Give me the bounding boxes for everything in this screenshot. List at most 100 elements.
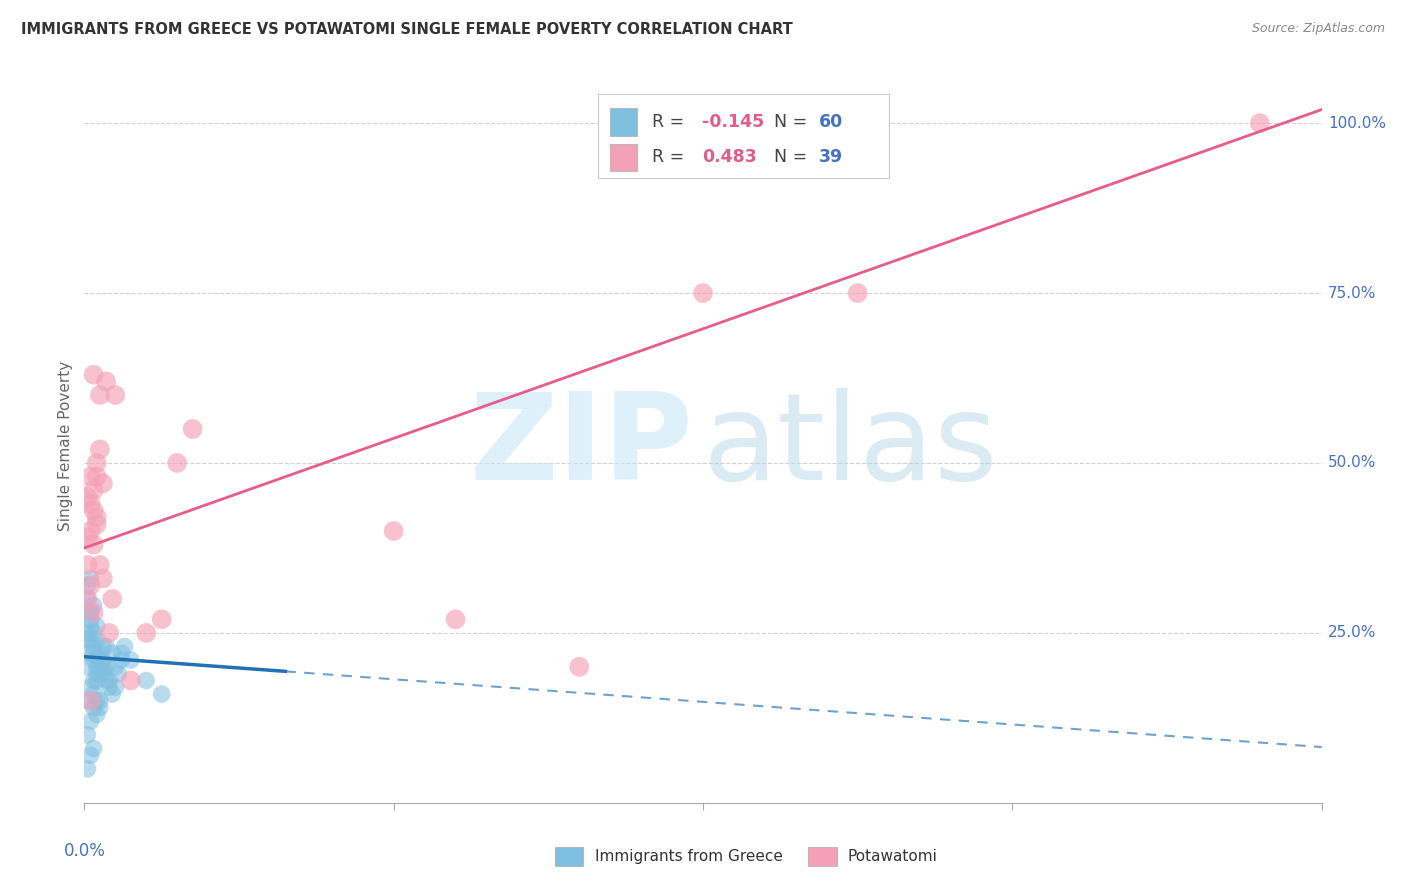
Point — [94, 660, 117, 674]
Point — [83, 626, 105, 640]
Point — [79, 694, 101, 708]
Text: 100.0%: 100.0% — [1327, 116, 1386, 131]
Point — [150, 687, 173, 701]
Point — [76, 632, 98, 647]
Point — [86, 517, 108, 532]
Point — [89, 442, 111, 457]
Point — [79, 748, 101, 763]
Point — [110, 646, 132, 660]
Point — [166, 456, 188, 470]
Point — [104, 660, 127, 674]
Point — [91, 572, 114, 586]
Point — [76, 591, 98, 606]
Point — [104, 680, 127, 694]
Point — [135, 673, 157, 688]
Point — [79, 469, 101, 483]
Point — [76, 490, 98, 504]
Point — [89, 694, 111, 708]
Point — [86, 660, 108, 674]
Text: N =: N = — [773, 148, 813, 166]
Point — [104, 388, 127, 402]
Bar — [610, 144, 637, 171]
Text: 0.0%: 0.0% — [63, 842, 105, 860]
Point — [692, 286, 714, 301]
Point — [86, 673, 108, 688]
Point — [79, 680, 101, 694]
Point — [76, 694, 98, 708]
Point — [98, 626, 121, 640]
Point — [94, 375, 117, 389]
Point — [76, 660, 98, 674]
Text: 0.483: 0.483 — [702, 148, 756, 166]
Point — [76, 558, 98, 572]
Point — [91, 476, 114, 491]
Point — [83, 653, 105, 667]
Point — [89, 660, 111, 674]
Point — [135, 626, 157, 640]
Point — [101, 591, 124, 606]
Point — [83, 537, 105, 551]
Point — [76, 578, 98, 592]
Point — [110, 653, 132, 667]
Point — [98, 673, 121, 688]
Point — [79, 646, 101, 660]
Y-axis label: Single Female Poverty: Single Female Poverty — [58, 361, 73, 531]
Text: 75.0%: 75.0% — [1327, 285, 1376, 301]
Text: 39: 39 — [820, 148, 844, 166]
Point — [89, 700, 111, 714]
Point — [83, 640, 105, 654]
Point — [86, 469, 108, 483]
Text: N =: N = — [773, 113, 813, 131]
Point — [83, 741, 105, 756]
Point — [91, 640, 114, 654]
Point — [83, 673, 105, 688]
Point — [94, 640, 117, 654]
Point — [83, 700, 105, 714]
Point — [83, 606, 105, 620]
Text: R =: R = — [652, 148, 696, 166]
Point — [86, 456, 108, 470]
Point — [79, 572, 101, 586]
FancyBboxPatch shape — [598, 95, 889, 178]
Point — [86, 694, 108, 708]
Point — [120, 673, 142, 688]
Point — [846, 286, 869, 301]
Text: ZIP: ZIP — [470, 387, 693, 505]
Point — [107, 666, 129, 681]
Text: IMMIGRANTS FROM GREECE VS POTAWATOMI SINGLE FEMALE POVERTY CORRELATION CHART: IMMIGRANTS FROM GREECE VS POTAWATOMI SIN… — [21, 22, 793, 37]
Point — [101, 646, 124, 660]
Point — [86, 619, 108, 633]
Point — [86, 510, 108, 524]
Point — [79, 524, 101, 538]
Point — [76, 531, 98, 545]
Point — [83, 687, 105, 701]
Point — [79, 632, 101, 647]
Point — [86, 632, 108, 647]
Point — [79, 606, 101, 620]
Text: 60: 60 — [820, 113, 844, 131]
Point — [86, 707, 108, 722]
Point — [89, 388, 111, 402]
Point — [630, 116, 652, 130]
Point — [79, 612, 101, 626]
Point — [83, 503, 105, 517]
Bar — [610, 109, 637, 136]
Point — [83, 646, 105, 660]
Point — [79, 714, 101, 729]
Point — [79, 578, 101, 592]
Point — [76, 728, 98, 742]
Point — [91, 653, 114, 667]
Text: 50.0%: 50.0% — [1327, 456, 1376, 470]
Point — [79, 497, 101, 511]
Point — [568, 660, 591, 674]
Point — [181, 422, 204, 436]
Text: -0.145: -0.145 — [702, 113, 763, 131]
Text: Immigrants from Greece: Immigrants from Greece — [595, 849, 783, 863]
Point — [120, 653, 142, 667]
Point — [83, 368, 105, 382]
Point — [98, 680, 121, 694]
Point — [89, 653, 111, 667]
Point — [76, 762, 98, 776]
Text: Source: ZipAtlas.com: Source: ZipAtlas.com — [1251, 22, 1385, 36]
Text: 25.0%: 25.0% — [1327, 625, 1376, 640]
